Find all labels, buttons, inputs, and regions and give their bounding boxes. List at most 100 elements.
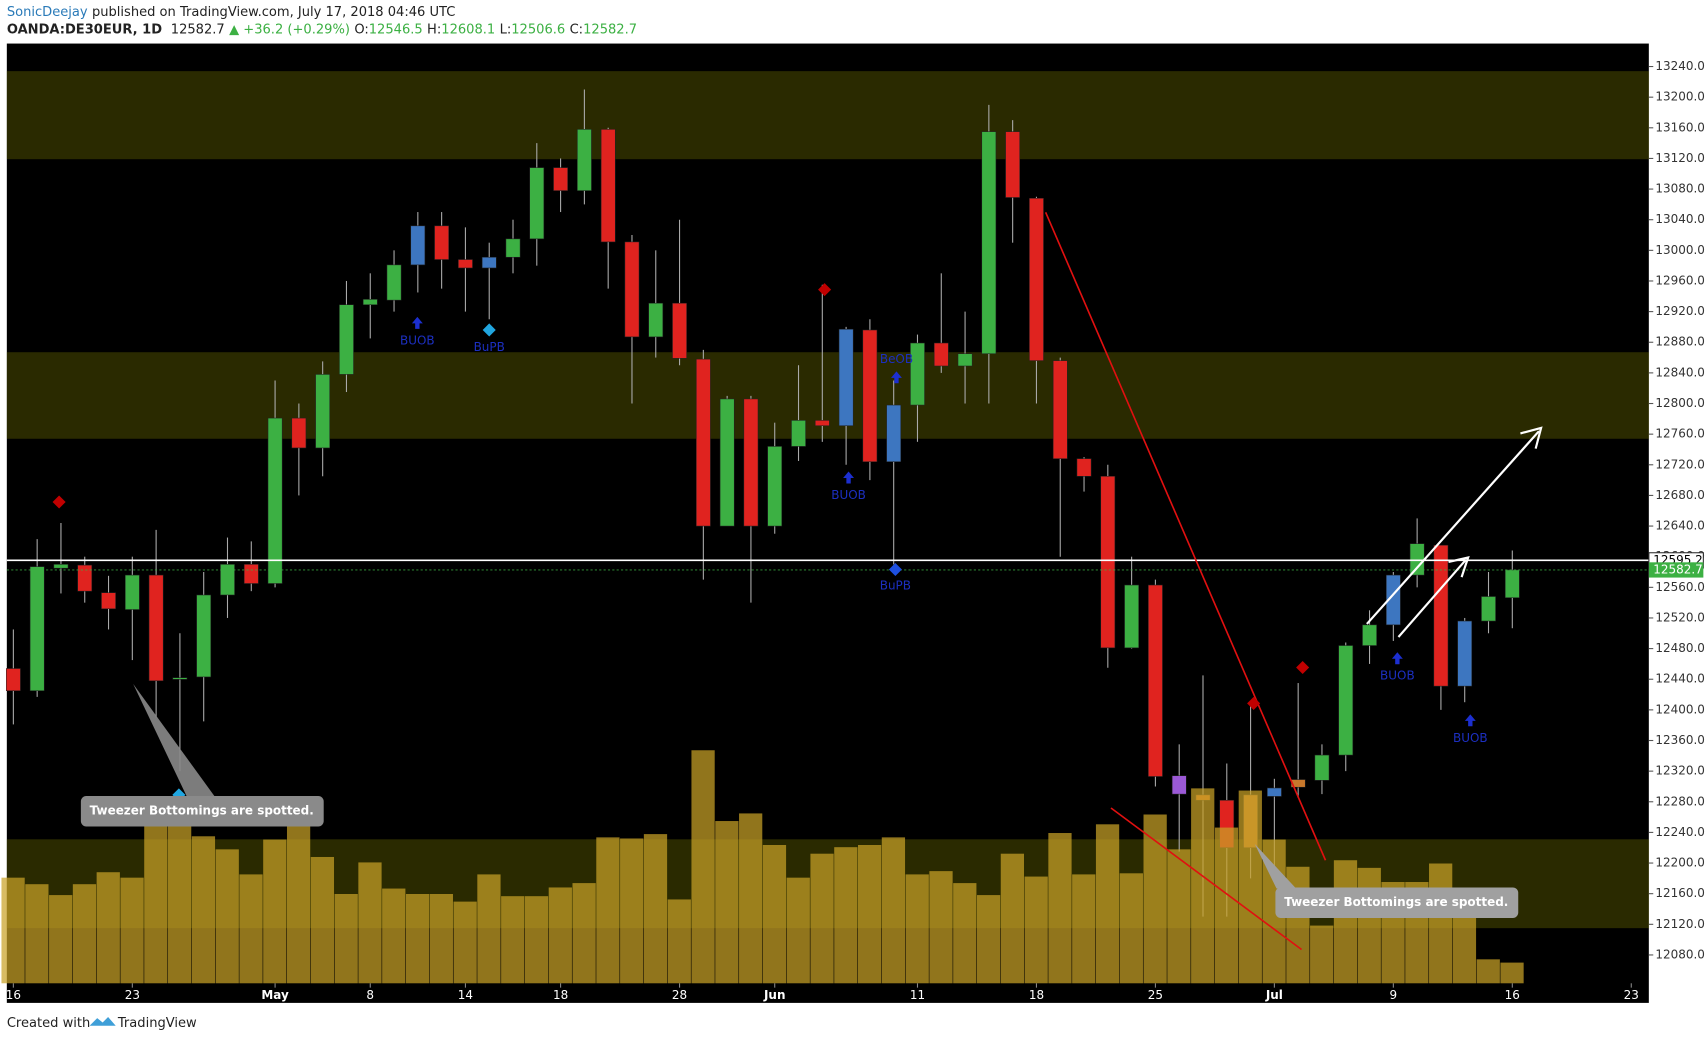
volume-bar: [96, 872, 120, 984]
candle-body: [315, 374, 331, 449]
x-tick-label: 16: [1505, 988, 1520, 1002]
volume-bar: [786, 877, 810, 984]
y-tick-label: 12920.0: [1655, 304, 1705, 318]
candle-body: [1409, 543, 1425, 576]
candle-body: [1433, 544, 1449, 687]
candle-body: [1362, 624, 1377, 646]
candle-body: [767, 446, 783, 527]
y-tick-label: 12960.0: [1655, 273, 1705, 287]
volume-bar: [310, 856, 335, 984]
y-tick-label: 12680.0: [1655, 488, 1705, 502]
callout: [80, 795, 324, 827]
candle-body: [77, 564, 93, 592]
y-tick-label: 12240.0: [1655, 825, 1705, 839]
candle-body: [862, 329, 878, 462]
y-tick-label: 12520.0: [1655, 610, 1705, 624]
y-tick-label: 12480.0: [1655, 641, 1705, 655]
o-value: 12546.5: [369, 22, 423, 37]
c-value: 12582.7: [583, 22, 637, 37]
candle-body: [481, 256, 497, 269]
zone: [6, 71, 1649, 160]
candle-body: [101, 592, 116, 610]
volume-bar: [1333, 860, 1358, 984]
candle-body: [672, 302, 687, 359]
l-label: L:: [500, 22, 512, 37]
volume-bar: [405, 893, 430, 984]
candle-body: [624, 241, 640, 338]
callout: [1275, 887, 1519, 918]
volume-bar: [881, 837, 906, 984]
y-tick-label: 12800.0: [1655, 396, 1705, 410]
candle-body: [719, 398, 735, 527]
volume-bar: [905, 874, 929, 984]
candle-body: [434, 225, 449, 260]
candle-body: [1100, 476, 1116, 649]
candle-body: [1290, 779, 1306, 788]
candle-body: [1052, 360, 1068, 459]
volume-bar: [572, 883, 596, 984]
volume-bar: [168, 818, 192, 984]
callout-text: Tweezer Bottomings are spotted.: [1284, 895, 1508, 909]
volume-bar: [215, 849, 239, 984]
y-tick-label: 13240.0: [1655, 59, 1705, 73]
volume-bar: [1000, 853, 1025, 984]
arrow-head: [1448, 556, 1470, 578]
volume-bar: [524, 896, 549, 984]
volume-bar: [358, 862, 382, 984]
x-tick-label: 28: [672, 988, 687, 1002]
volume-bar: [1238, 790, 1262, 984]
y-tick-label: 12640.0: [1655, 519, 1705, 533]
x-tick-label: 8: [366, 988, 374, 1002]
header-line2: OANDA:DE30EUR, 1D 12582.7 ▲ +36.2 (+0.29%)…: [7, 22, 637, 37]
candle-body: [267, 417, 283, 584]
candle-body: [1005, 131, 1021, 198]
volume-bar: [643, 834, 668, 984]
volume-bar: [1310, 925, 1334, 984]
volume-bar: [1476, 959, 1500, 984]
volume-bar: [1214, 827, 1239, 984]
last-price-box: [1648, 562, 1704, 578]
volume-bar: [1191, 788, 1215, 984]
volume-bar: [667, 899, 691, 984]
signal-label: BUOB: [400, 333, 435, 347]
volume-bar: [596, 837, 620, 984]
volume-bar: [1095, 824, 1120, 984]
last-price-label: 12582.7: [1653, 562, 1703, 576]
y-tick-label: 13040.0: [1655, 212, 1705, 226]
tv-logo: [89, 1017, 116, 1026]
candle-body: [743, 398, 759, 527]
candle-body: [529, 167, 545, 240]
footer-brand[interactable]: TradingView: [117, 1016, 197, 1031]
volume-bar: [120, 877, 144, 984]
candle-body: [910, 342, 925, 406]
o-label: O:: [354, 22, 368, 37]
y-tick-label: 12560.0: [1655, 580, 1705, 594]
arrow: [1366, 430, 1540, 625]
volume-bar: [263, 839, 287, 984]
candle-body: [981, 131, 997, 355]
l-value: 12506.6: [511, 22, 565, 37]
y-tick-label: 13200.0: [1655, 90, 1705, 104]
volume-bar: [239, 874, 263, 984]
y-tick-label: 12280.0: [1655, 794, 1705, 808]
candle-body: [1029, 197, 1044, 361]
callout-pointer: [1254, 843, 1297, 889]
volume-bar: [858, 844, 882, 984]
candle-body: [933, 342, 949, 367]
y-tick-label: 12720.0: [1655, 457, 1705, 471]
x-tick-label: 25: [1148, 988, 1163, 1002]
candle-body: [196, 594, 212, 678]
volume-bar: [1072, 874, 1096, 984]
candle-body: [1148, 584, 1163, 777]
volume-bar: [834, 847, 858, 984]
signal-label: BUOB: [831, 488, 866, 502]
marks: 16 23 May 8 14 18 28 Jun 11 18 25 Jul 9 16 23: [1, 71, 1649, 1002]
x-tick-label: 11: [910, 988, 925, 1002]
x-tick-label: 9: [1390, 988, 1398, 1002]
volume-bar: [1429, 863, 1453, 984]
candle-body: [148, 574, 164, 682]
volume-bar: [25, 884, 49, 984]
volume-bar: [691, 750, 715, 984]
volume-bar: [953, 883, 977, 984]
